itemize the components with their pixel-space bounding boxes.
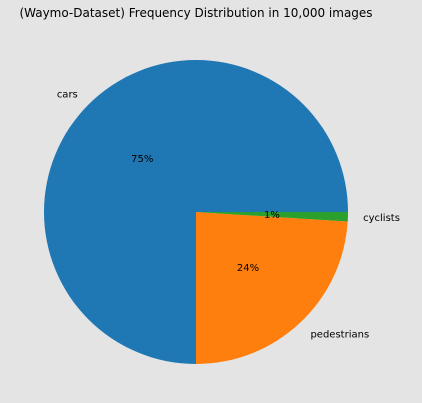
slice-label-pedestrians: pedestrians	[310, 329, 369, 340]
pie-labels: cars 75% pedestrians 24% cyclists 1%	[57, 89, 400, 340]
pie-slice-pedestrians	[196, 212, 348, 364]
pct-label-cars: 75%	[131, 154, 153, 165]
pie-slices	[44, 60, 348, 364]
chart-title: (Waymo-Dataset) Frequency Distribution i…	[19, 6, 372, 20]
slice-label-cyclists: cyclists	[363, 213, 400, 224]
pct-label-cyclists: 1%	[264, 210, 280, 221]
pct-label-pedestrians: 24%	[237, 263, 259, 274]
slice-label-cars: cars	[57, 89, 78, 100]
pie-slice-cyclists	[196, 212, 348, 222]
